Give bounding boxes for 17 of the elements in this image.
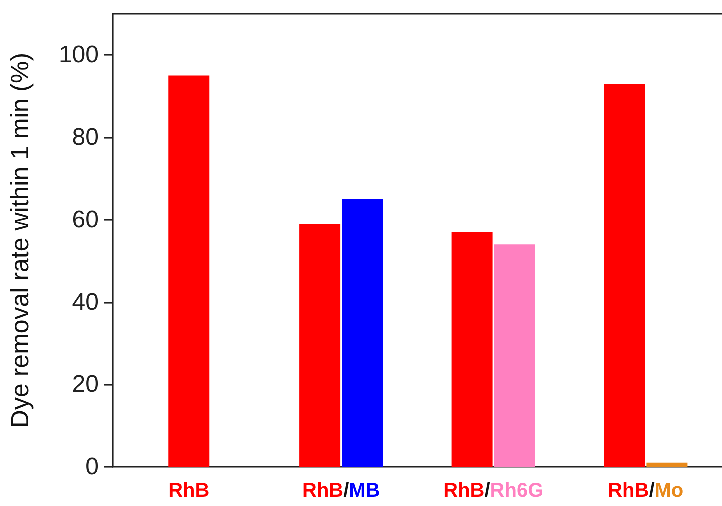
bar xyxy=(342,199,384,467)
x-tick-label: RhB xyxy=(168,480,210,502)
bar xyxy=(452,232,493,467)
y-tick-label: 0 xyxy=(86,454,99,480)
bar xyxy=(300,224,341,467)
x-tick-label: RhB/MB xyxy=(302,480,380,502)
y-tick-label: 20 xyxy=(72,371,99,398)
y-axis-title: Dye removal rate within 1 min (%) xyxy=(6,52,34,428)
y-tick-label: 60 xyxy=(72,206,99,234)
y-tick-label: 80 xyxy=(72,124,99,152)
y-tick-label: 100 xyxy=(58,42,99,69)
y-tick-label: 40 xyxy=(72,288,99,316)
bar xyxy=(494,244,536,467)
x-tick-label: RhB/Rh6G xyxy=(444,480,544,502)
bar xyxy=(646,462,688,467)
bar xyxy=(604,84,646,467)
x-tick-label: RhB/Mo xyxy=(608,480,684,502)
